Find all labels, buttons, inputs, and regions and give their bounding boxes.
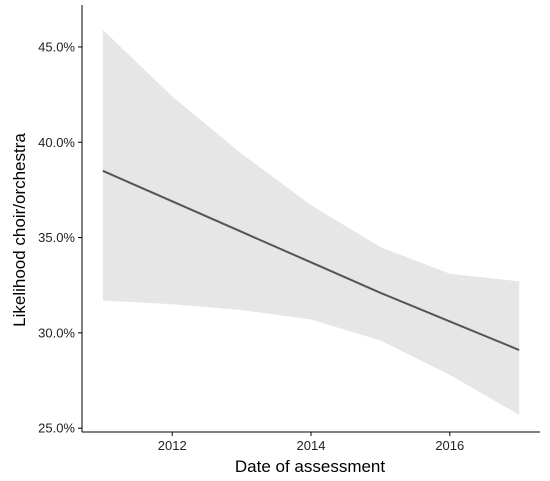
confidence-band-layer (102, 29, 520, 415)
y-tick-label: 25.0% (38, 421, 75, 436)
x-tick-label: 2012 (158, 438, 187, 453)
tick-labels: 2012 2014 2016 25.0% 30.0% 35.0% 40.0% 45.0% (38, 39, 464, 453)
x-axis-title: Date of assessment (235, 457, 386, 476)
tick-marks (78, 46, 451, 436)
y-tick-label: 40.0% (38, 135, 75, 150)
y-tick-label: 30.0% (38, 325, 75, 340)
x-tick-label: 2014 (297, 438, 326, 453)
trend-line (102, 169, 520, 351)
trend-line-layer (102, 169, 520, 351)
y-tick-label: 45.0% (38, 39, 75, 54)
y-tick-label: 35.0% (38, 230, 75, 245)
x-tick-label: 2016 (435, 438, 464, 453)
confidence-band (102, 29, 520, 415)
y-axis-title: Likelihood choir/orchestra (10, 133, 29, 327)
